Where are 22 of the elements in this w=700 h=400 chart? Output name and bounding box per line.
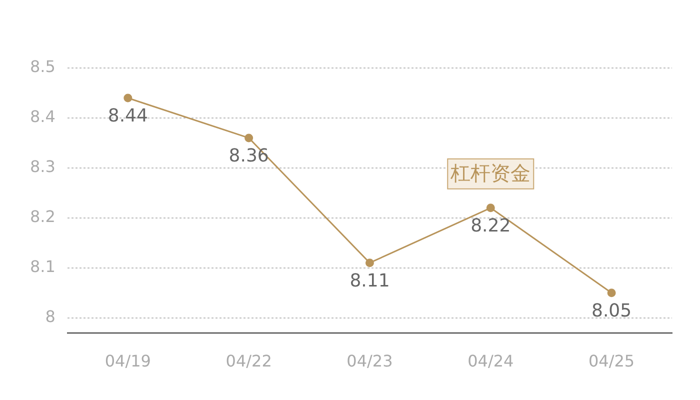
point — [365, 258, 374, 268]
point — [607, 288, 616, 298]
y-tick-label: 8.5 — [30, 57, 56, 76]
y-tick-label: 8.3 — [30, 157, 56, 176]
y-tick-label: 8.4 — [30, 107, 56, 126]
data-label: 8.11 — [350, 270, 390, 292]
x-tick-label: 04/23 — [346, 352, 393, 371]
y-tick-label: 8.2 — [30, 207, 56, 226]
point — [486, 204, 495, 212]
point — [244, 134, 254, 142]
x-tick-label: 04/22 — [226, 352, 272, 371]
point — [124, 94, 132, 102]
data-label: 8.05 — [592, 300, 632, 322]
y-tick-label: 8.1 — [30, 257, 56, 276]
x-tick-label: 04/25 — [588, 352, 635, 371]
x-tick-label: 04/24 — [468, 352, 514, 371]
data-label: 8.44 — [108, 106, 148, 127]
y-tick-label: 8 — [45, 306, 56, 326]
annotation: 杠杆资金 — [450, 161, 531, 186]
x-tick-label: 04/19 — [104, 352, 151, 371]
data-label: 8.22 — [470, 216, 511, 237]
data-label: 8.36 — [228, 146, 269, 167]
